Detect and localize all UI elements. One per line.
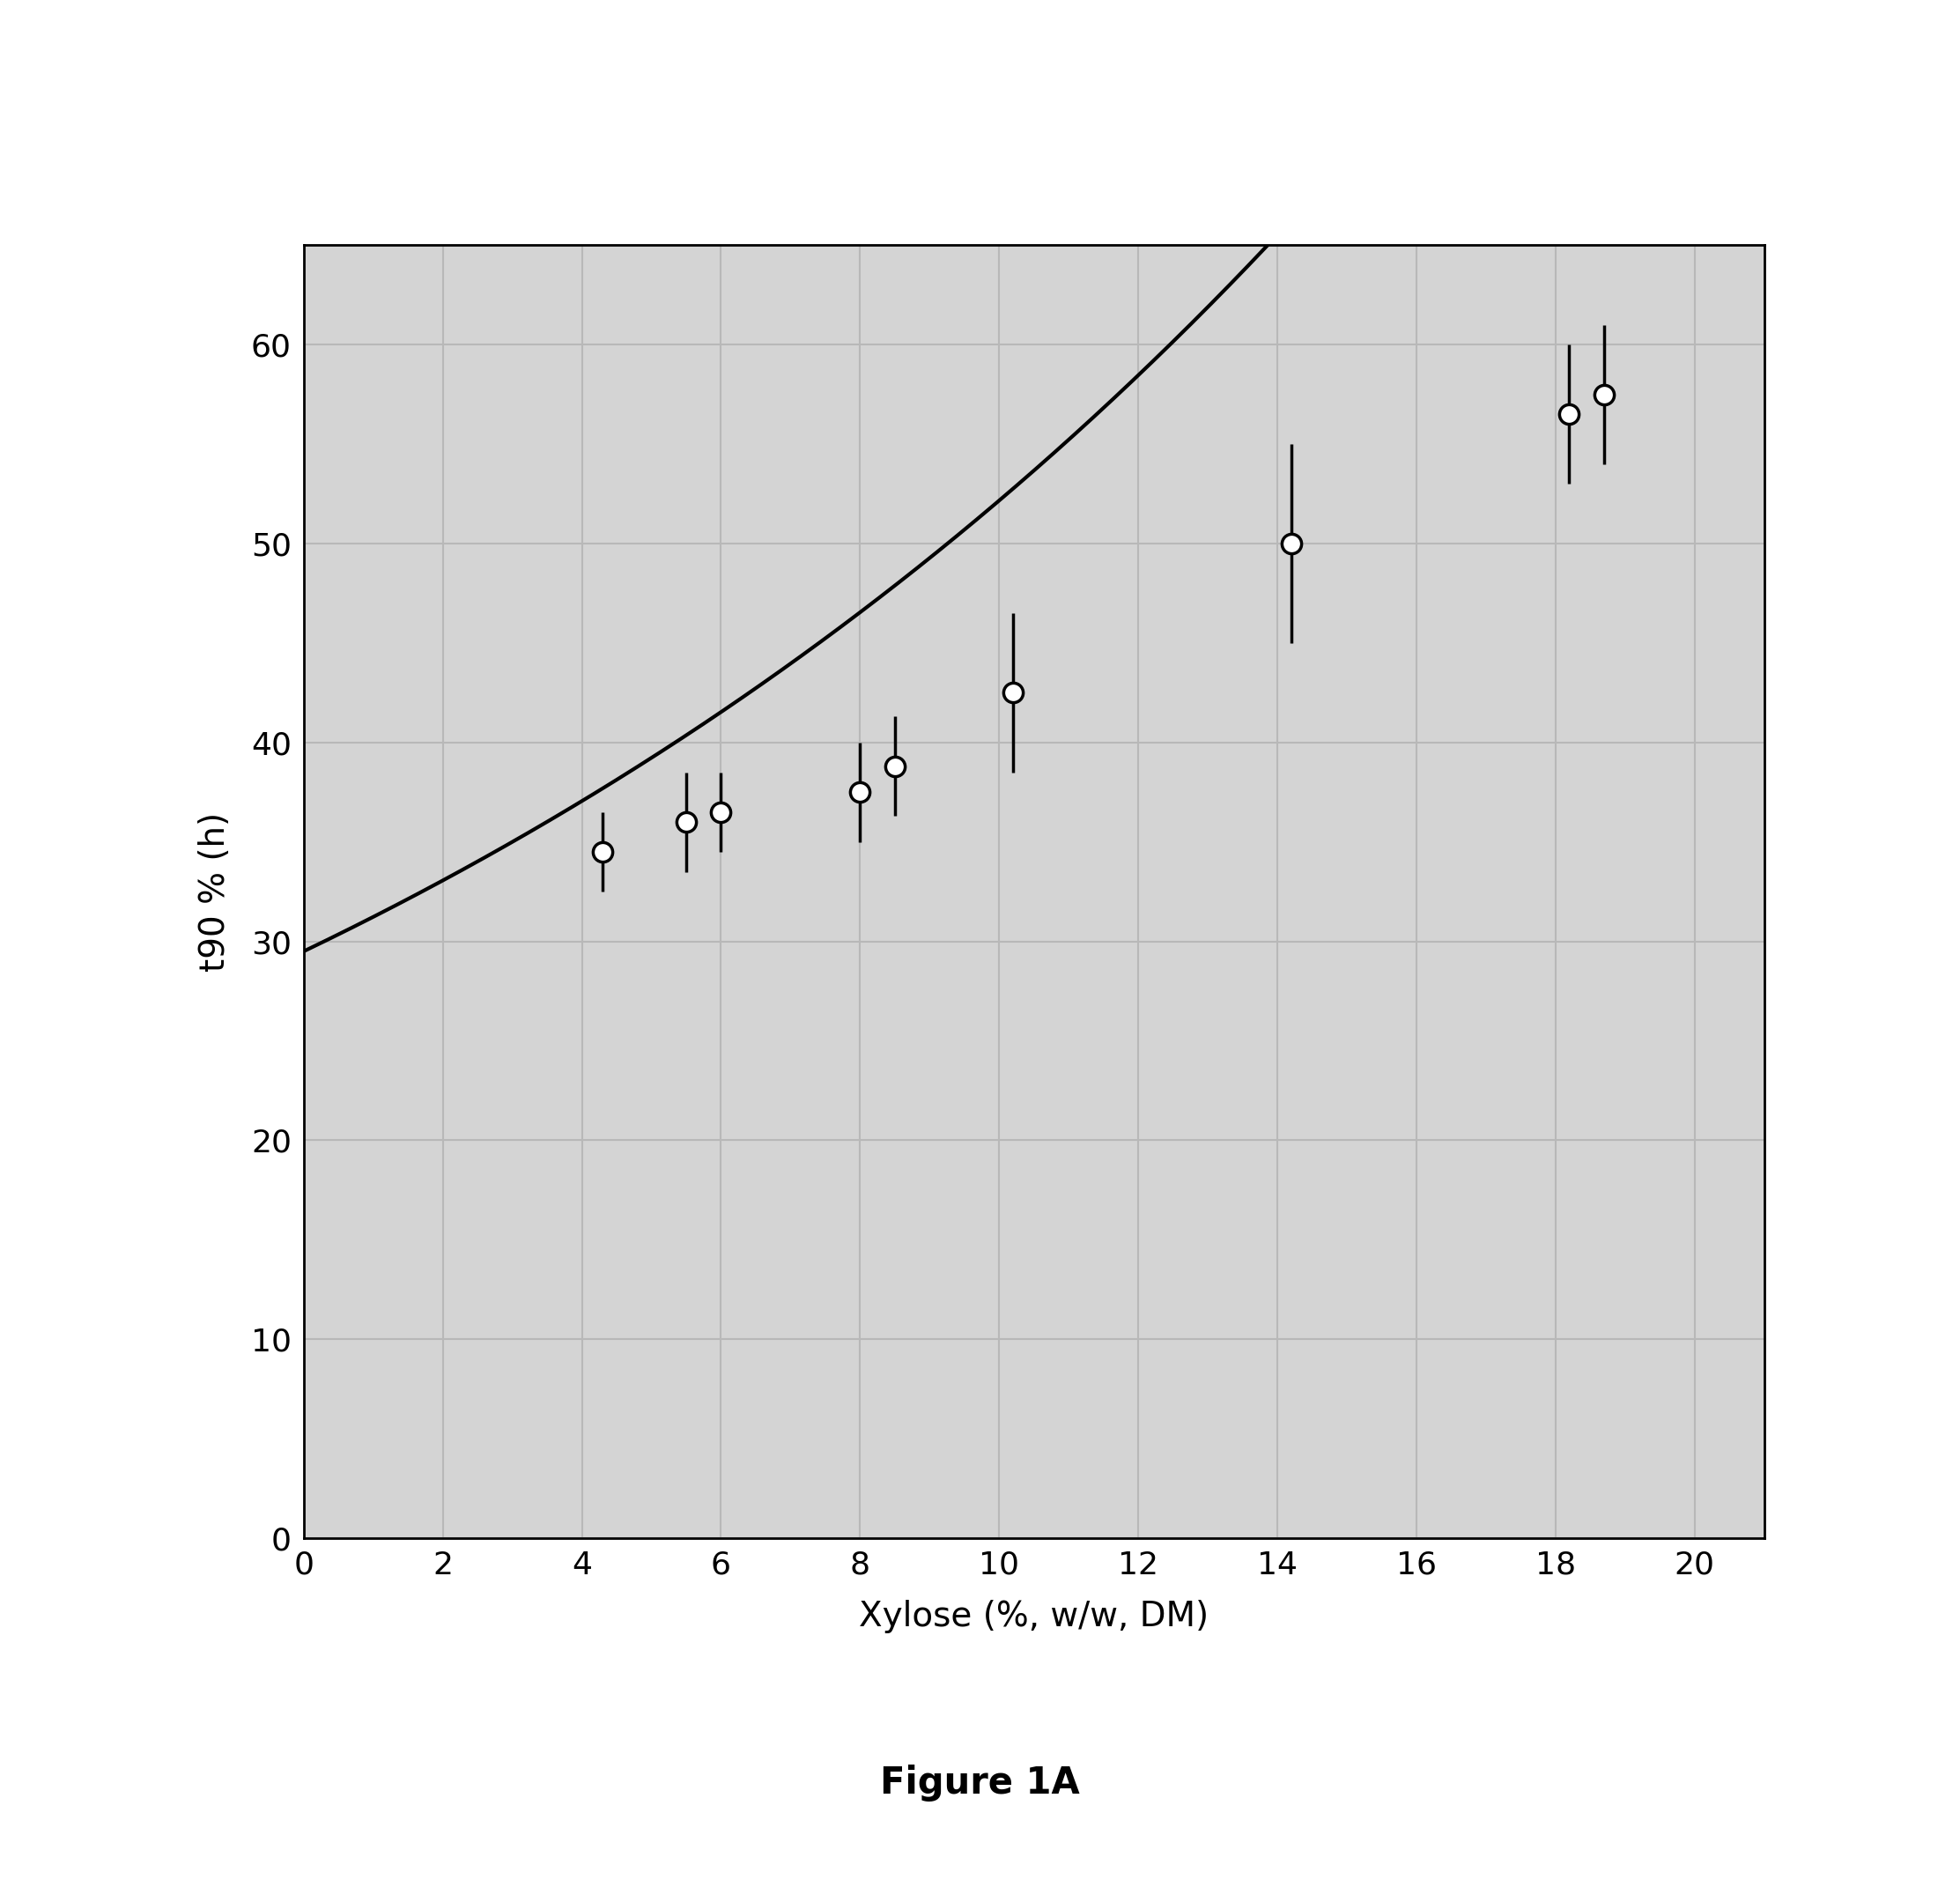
Y-axis label: t90 % (h): t90 % (h) — [198, 811, 231, 972]
Text: Figure 1A: Figure 1A — [880, 1764, 1080, 1802]
X-axis label: Xylose (%, w/w, DM): Xylose (%, w/w, DM) — [858, 1600, 1209, 1632]
